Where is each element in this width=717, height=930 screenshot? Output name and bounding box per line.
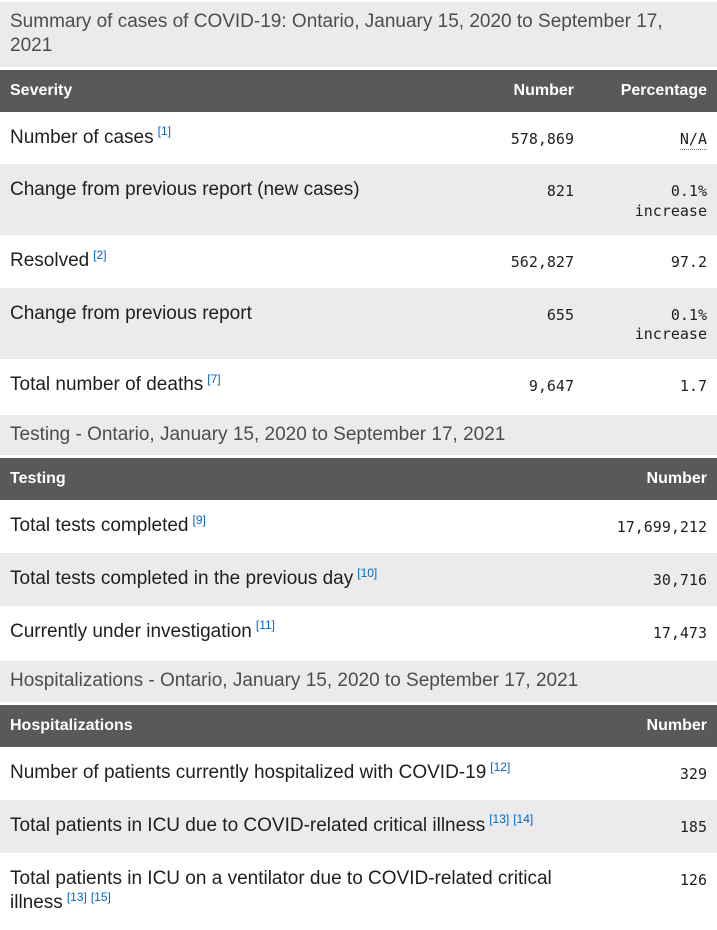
row-label-text: Total patients in ICU due to COVID-relat… bbox=[10, 814, 486, 836]
cell-number: 185 bbox=[679, 817, 707, 836]
testing-section: Testing - Ontario, January 15, 2020 to S… bbox=[0, 414, 717, 659]
cases-table-caption: Summary of cases of COVID-19: Ontario, J… bbox=[0, 2, 717, 67]
cell-number: 30,716 bbox=[652, 571, 707, 589]
column-header-percentage: Percentage bbox=[584, 69, 717, 112]
column-header-number: Number bbox=[577, 705, 717, 748]
cell-number: 329 bbox=[679, 765, 707, 784]
footnote-link[interactable]: [1] bbox=[157, 124, 171, 139]
row-label: Total tests completed in the previous da… bbox=[0, 553, 577, 606]
footnote-ref: [7] bbox=[207, 372, 220, 386]
footnote-ref: [10] bbox=[357, 566, 377, 580]
table-row: Total patients in ICU due to COVID-relat… bbox=[0, 799, 717, 853]
row-label: Number of cases [1] bbox=[0, 112, 469, 165]
footnote-ref: [12] bbox=[490, 760, 510, 774]
footnote-link[interactable]: [10] bbox=[357, 565, 378, 580]
table-row: Number of cases [1] 578,869 N/A bbox=[0, 111, 717, 165]
hospitalizations-header-row: Hospitalizations Number bbox=[0, 705, 717, 748]
row-label-text: Number of patients currently hospitalize… bbox=[10, 762, 487, 784]
cell-number: 17,473 bbox=[652, 623, 707, 642]
row-label: Change from previous report (new cases) bbox=[0, 164, 469, 235]
not-applicable-abbr: N/A bbox=[679, 129, 707, 150]
footnote-ref: [1] bbox=[158, 124, 171, 138]
testing-table: Testing Number Total tests completed [9] 1… bbox=[0, 458, 717, 659]
testing-header-row: Testing Number bbox=[0, 458, 717, 501]
footnote-link[interactable]: [15] bbox=[90, 889, 111, 904]
footnote-ref: [9] bbox=[192, 513, 205, 527]
row-label-text: Number of cases bbox=[10, 126, 154, 148]
hospitalizations-section: Hospitalizations - Ontario, January 15, … bbox=[0, 661, 717, 930]
footnote-ref: [13] bbox=[67, 890, 87, 904]
cell-percentage: N/A bbox=[584, 112, 717, 165]
row-label-text: Currently under investigation bbox=[10, 620, 252, 642]
table-row: Total patients in ICU on a ventilator du… bbox=[0, 852, 717, 930]
row-label: Total tests completed [9] bbox=[0, 500, 577, 553]
row-label-text: Total number of deaths bbox=[10, 373, 204, 395]
cell-number: 655 bbox=[546, 305, 574, 324]
column-header-number: Number bbox=[469, 69, 584, 112]
footnote-ref: [2] bbox=[93, 248, 106, 262]
hospitalizations-table: Hospitalizations Number Number of patien… bbox=[0, 705, 717, 930]
footnote-link[interactable]: [7] bbox=[207, 371, 221, 386]
row-label: Number of patients currently hospitalize… bbox=[0, 747, 577, 800]
table-row: Number of patients currently hospitalize… bbox=[0, 747, 717, 800]
cell-percentage: 0.1% increase bbox=[634, 182, 707, 220]
cell-percentage: 97.2 bbox=[670, 253, 707, 272]
row-label-text: Change from previous report bbox=[10, 302, 252, 324]
column-header-severity: Severity bbox=[0, 69, 469, 112]
cell-number: 562,827 bbox=[510, 253, 574, 272]
cell-number: 126 bbox=[679, 870, 707, 889]
cell-number: 17,699,212 bbox=[616, 518, 707, 537]
column-header-hospitalizations: Hospitalizations bbox=[0, 705, 577, 748]
column-header-testing: Testing bbox=[0, 458, 577, 501]
table-row: Change from previous report (new cases) 8… bbox=[0, 164, 717, 236]
table-row: Resolved [2] 562,827 97.2 bbox=[0, 235, 717, 288]
table-row: Currently under investigation [11] 17,473 bbox=[0, 605, 717, 659]
row-label-text: Resolved bbox=[10, 250, 90, 272]
footnote-link[interactable]: [2] bbox=[93, 247, 107, 262]
row-label: Total patients in ICU on a ventilator du… bbox=[0, 853, 577, 930]
cell-number: 821 bbox=[546, 182, 574, 201]
footnote-ref: [13] bbox=[489, 812, 509, 826]
cases-table: Severity Number Percentage Number of cas… bbox=[0, 69, 717, 412]
row-label-text: Total tests completed bbox=[10, 515, 189, 537]
footnote-link[interactable]: [12] bbox=[490, 759, 511, 774]
row-label: Total number of deaths [7] bbox=[0, 359, 469, 412]
table-row: Total tests completed in the previous da… bbox=[0, 553, 717, 606]
table-row: Change from previous report 655 0.1% incre… bbox=[0, 287, 717, 359]
row-label-text: Total tests completed in the previous da… bbox=[10, 568, 354, 589]
row-label: Total patients in ICU due to COVID-relat… bbox=[0, 800, 577, 853]
cell-percentage: 0.1% increase bbox=[634, 305, 707, 344]
hospitalizations-table-caption: Hospitalizations - Ontario, January 15, … bbox=[0, 661, 717, 703]
table-row: Total number of deaths [7] 9,647 1.7 bbox=[0, 358, 717, 412]
footnote-link[interactable]: [11] bbox=[255, 618, 275, 633]
footnote-ref: [11] bbox=[256, 618, 275, 632]
column-header-number: Number bbox=[577, 458, 717, 501]
cell-percentage: 1.7 bbox=[679, 376, 707, 395]
footnote-link[interactable]: [13] bbox=[66, 889, 87, 904]
row-label-text: Change from previous report (new cases) bbox=[10, 179, 360, 201]
cell-number: 9,647 bbox=[528, 376, 574, 395]
cases-summary-section: Summary of cases of COVID-19: Ontario, J… bbox=[0, 2, 717, 412]
footnote-ref: [14] bbox=[513, 812, 533, 826]
table-row: Total tests completed [9] 17,699,212 bbox=[0, 500, 717, 553]
cell-number: 578,869 bbox=[510, 129, 574, 148]
row-label: Currently under investigation [11] bbox=[0, 606, 577, 659]
cases-header-row: Severity Number Percentage bbox=[0, 69, 717, 112]
row-label: Change from previous report bbox=[0, 288, 469, 359]
footnote-ref: [15] bbox=[91, 890, 111, 904]
footnote-link[interactable]: [13] bbox=[489, 812, 510, 827]
row-label: Resolved [2] bbox=[0, 235, 469, 288]
footnote-link[interactable]: [9] bbox=[192, 512, 206, 527]
testing-table-caption: Testing - Ontario, January 15, 2020 to S… bbox=[0, 414, 717, 456]
footnote-link[interactable]: [14] bbox=[513, 812, 534, 827]
